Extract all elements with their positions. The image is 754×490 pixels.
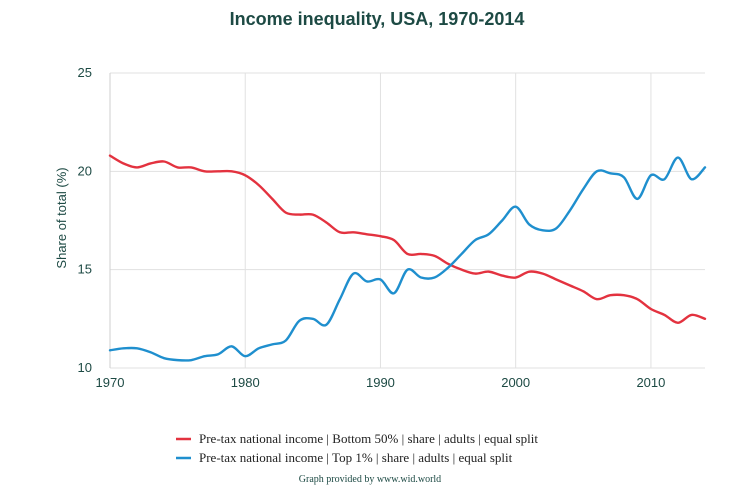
chart-title: Income inequality, USA, 1970-2014	[230, 9, 525, 29]
legend-label: Pre-tax national income | Top 1% | share…	[199, 450, 513, 465]
legend-item[interactable]: Pre-tax national income | Bottom 50% | s…	[176, 431, 538, 446]
x-tick-label: 2010	[636, 375, 665, 390]
series-line-bottom-50	[108, 154, 707, 324]
x-tick-label: 2000	[501, 375, 530, 390]
legend-label: Pre-tax national income | Bottom 50% | s…	[199, 431, 538, 446]
series-layer	[108, 154, 707, 362]
legend: Pre-tax national income | Bottom 50% | s…	[176, 431, 538, 465]
y-tick-label: 25	[78, 65, 92, 80]
credit-text: Graph provided by www.wid.world	[299, 474, 441, 485]
y-tick-label: 15	[78, 262, 92, 277]
x-tick-label: 1970	[96, 375, 125, 390]
y-tick-label: 20	[78, 163, 92, 178]
series-line-top-1	[108, 156, 707, 362]
grid-layer	[109, 72, 705, 369]
axis-layer: 10 15 20 25 1970 1980 1990 2000 2010	[78, 65, 666, 390]
x-tick-label: 1980	[231, 375, 260, 390]
y-axis-label: Share of total (%)	[54, 167, 69, 268]
y-tick-label: 10	[78, 360, 92, 375]
legend-item[interactable]: Pre-tax national income | Top 1% | share…	[176, 450, 513, 465]
x-tick-label: 1990	[366, 375, 395, 390]
